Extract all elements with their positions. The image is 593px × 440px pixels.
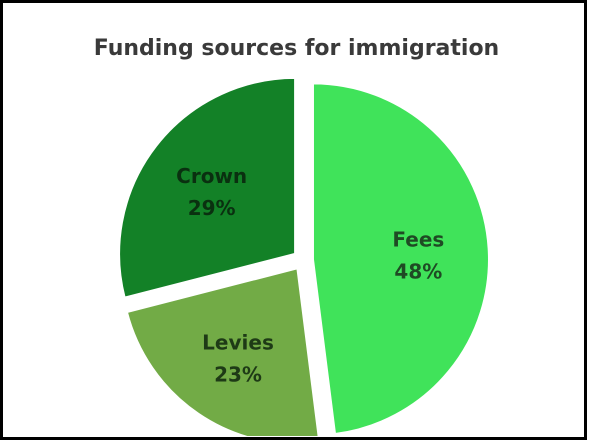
slice-percent-fees: 48% <box>394 260 442 284</box>
slice-label-levies: Levies <box>202 331 274 355</box>
slice-label-fees: Fees <box>392 228 444 252</box>
slice-percent-levies: 23% <box>214 363 262 387</box>
slice-label-crown: Crown <box>176 164 247 188</box>
pie-slice-fees <box>311 82 490 436</box>
slice-percent-crown: 29% <box>188 196 236 220</box>
pie-slice-crown <box>118 76 297 299</box>
chart-title: Funding sources for immigration <box>93 36 500 61</box>
pie-slice-levies <box>125 267 320 436</box>
